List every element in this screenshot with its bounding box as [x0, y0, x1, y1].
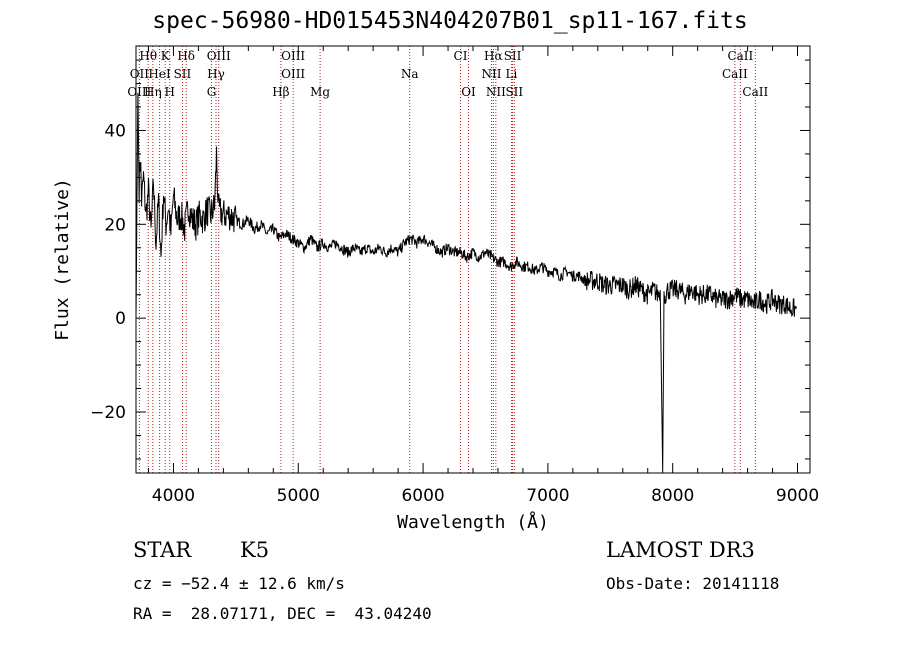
line-label: K [161, 49, 171, 63]
object-subclass: K5 [240, 538, 270, 562]
line-label: Hη [144, 85, 162, 99]
x-tick-label: 7000 [526, 486, 569, 506]
line-label: HeI [148, 67, 171, 81]
y-tick-label: −20 [90, 403, 126, 423]
obs-date: Obs-Date: 20141118 [606, 574, 780, 593]
x-tick-label: 9000 [776, 486, 819, 506]
line-label: OIII [207, 49, 231, 63]
line-label: SII [505, 85, 523, 99]
line-label: OII [130, 67, 150, 81]
line-label: OIII [281, 49, 305, 63]
y-axis-label: Flux (relative) [52, 178, 73, 341]
line-label: CI [454, 49, 468, 63]
line-label: Hγ [207, 67, 225, 81]
line-label: Hβ [272, 85, 289, 99]
line-label: NII [481, 67, 501, 81]
line-label: G [207, 85, 217, 99]
radec-text: RA = 28.07171, DEC = 43.04240 [133, 604, 432, 623]
y-tick-label: 40 [104, 121, 126, 141]
x-tick-label: 5000 [277, 486, 320, 506]
line-label: OIII [127, 85, 151, 99]
line-label: CaII [727, 49, 753, 63]
survey-name: LAMOST DR3 [606, 538, 755, 562]
chart-title: spec-56980-HD015453N404207B01_sp11-167.f… [152, 8, 748, 34]
y-tick-label: 0 [115, 309, 126, 329]
y-tick-label: 20 [104, 215, 126, 235]
x-tick-label: 6000 [401, 486, 444, 506]
axes: 4000 5000 6000 7000 8000 9000 −20 0 20 40 Waveleng… [52, 45, 819, 533]
line-label: Li [506, 67, 518, 81]
line-label: OI [461, 85, 476, 99]
x-tick-label: 4000 [152, 486, 195, 506]
x-tick-label: 8000 [651, 486, 694, 506]
line-label: SII [174, 67, 192, 81]
x-axis-label: Wavelength (Å) [397, 511, 549, 533]
line-label: Hθ [139, 49, 157, 63]
line-label: Hα [484, 49, 503, 63]
spectrum-series [135, 92, 797, 474]
spectrum-line [135, 92, 797, 474]
line-label: OIII [281, 67, 305, 81]
plot-frame [135, 45, 811, 474]
object-class: STAR [133, 538, 192, 562]
line-label: H [164, 85, 174, 99]
line-label: Na [401, 67, 419, 81]
line-label: CaII [742, 85, 768, 99]
line-label: NII [486, 85, 506, 99]
line-label: Hδ [177, 49, 195, 63]
line-label: SII [504, 49, 522, 63]
line-label: CaII [722, 67, 748, 81]
redshift-text: cz = −52.4 ± 12.6 km/s [133, 574, 345, 593]
line-label: Mg [310, 85, 330, 99]
